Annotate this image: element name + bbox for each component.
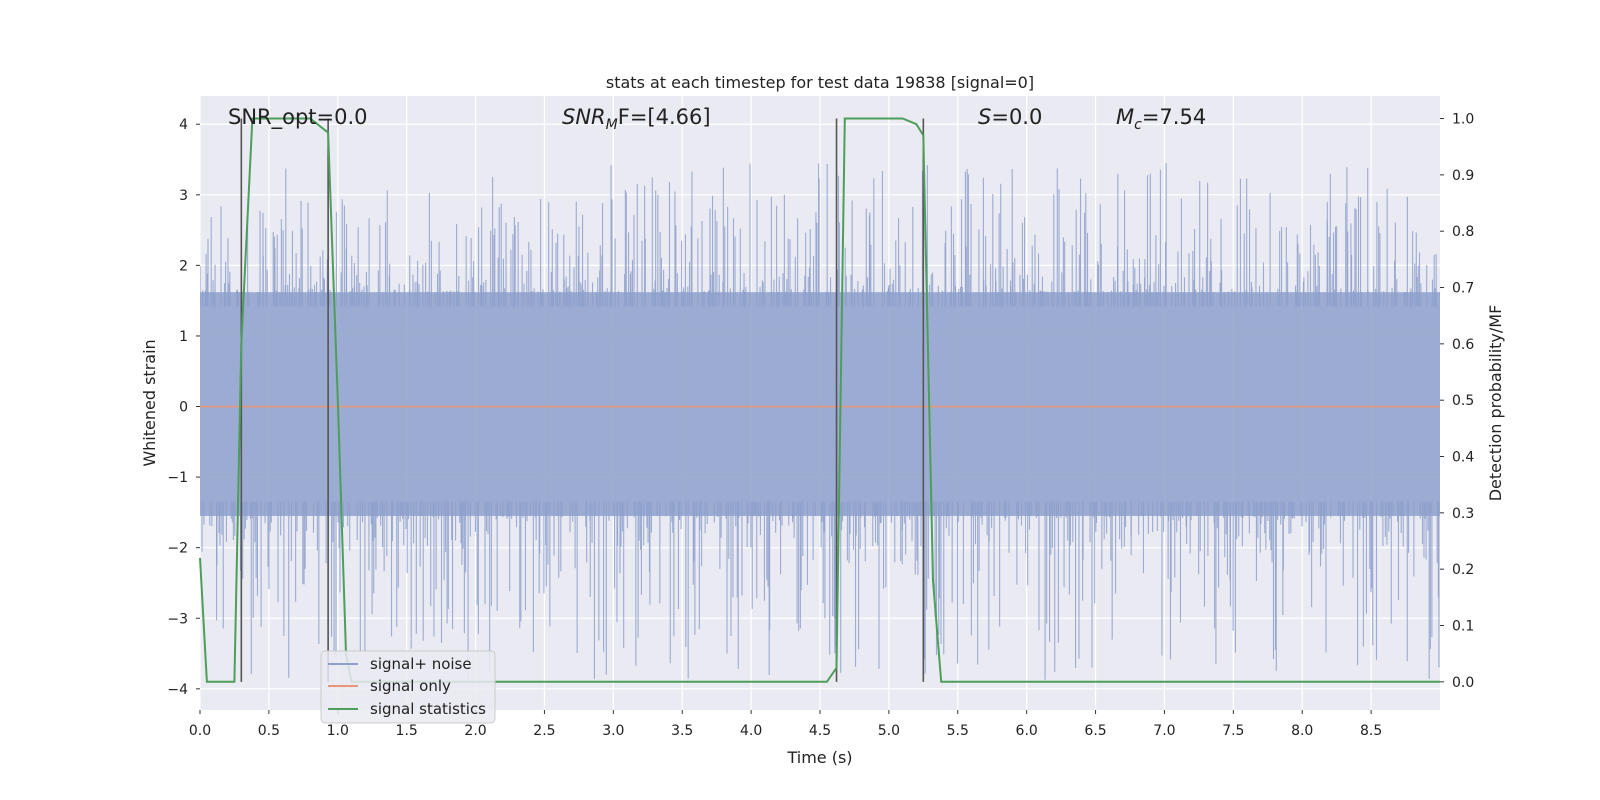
y-right-tick-label: 1.0 [1452, 112, 1474, 128]
annotation-mc-value: =7.54 [1142, 105, 1206, 129]
y-right-tick-label: 0.8 [1452, 224, 1474, 240]
y-right-tick-label: 0.0 [1452, 675, 1474, 691]
annotation-snr-mf-prefix: SNR [562, 105, 606, 129]
y-right-tick-label: 0.4 [1452, 450, 1474, 466]
x-axis-label: Time (s) [786, 748, 852, 767]
y-left-tick-label: 2 [179, 258, 188, 274]
annotation-mc: Mc=7.54 [1116, 105, 1206, 133]
signal-plus-noise-series [200, 163, 1440, 680]
x-tick-label: 2.5 [533, 723, 555, 739]
x-tick-label: 7.5 [1222, 723, 1244, 739]
vertical-markers [240, 118, 925, 682]
signal-plus-noise-spikes [200, 163, 1440, 680]
y-axis-right-label: Detection probability/MF [1486, 305, 1505, 502]
x-tick-label: 2.0 [464, 723, 486, 739]
y-axis-right-ticks: 1.0 0.9 0.8 0.7 0.6 0.5 0.4 0.3 0.2 0.1 0.0 [1440, 112, 1474, 691]
annotation-snr-mf: SNRMF=[4.66] [562, 105, 711, 133]
x-tick-label: 0.5 [258, 723, 280, 739]
y-right-tick-label: 0.1 [1452, 619, 1474, 635]
signal-plus-noise-dense-band [200, 292, 1440, 516]
y-left-tick-label: 4 [179, 117, 188, 133]
x-tick-label: 6.5 [1084, 723, 1106, 739]
x-tick-label: 4.0 [740, 723, 762, 739]
annotation-s-label: S [978, 105, 991, 129]
annotation-s: S=0.0 [978, 105, 1042, 129]
annotation-snr-mf-sub: M [606, 117, 618, 133]
x-tick-label: 3.5 [671, 723, 693, 739]
y-left-tick-label: 3 [179, 188, 188, 204]
x-tick-label: 8.5 [1360, 723, 1382, 739]
legend-label-signal-plus-noise: signal+ noise [370, 655, 472, 673]
annotation-s-value: =0.0 [991, 105, 1042, 129]
y-left-tick-label: 0 [179, 400, 188, 416]
chart-title: stats at each timestep for test data 198… [606, 73, 1034, 92]
x-tick-label: 7.0 [1153, 723, 1175, 739]
y-right-tick-label: 0.3 [1452, 506, 1474, 522]
annotation-snr-opt: SNR_opt=0.0 [228, 105, 368, 130]
x-tick-label: 1.0 [327, 723, 349, 739]
x-tick-label: 5.0 [878, 723, 900, 739]
x-tick-label: 3.0 [602, 723, 624, 739]
annotation-mc-label: M [1116, 105, 1134, 129]
y-right-tick-label: 0.2 [1452, 562, 1474, 578]
legend: signal+ noise signal only signal statist… [320, 650, 496, 724]
x-tick-label: 1.5 [396, 723, 418, 739]
legend-box [320, 650, 496, 724]
y-right-tick-label: 0.6 [1452, 337, 1474, 353]
x-axis-ticks: 0.0 0.5 1.0 1.5 2.0 2.5 3.0 3.5 4.0 4.5 5.0 5.5 6.0 6… [189, 710, 1382, 739]
y-axis-left-label: Whitened strain [140, 339, 159, 466]
y-left-tick-label: −2 [167, 541, 188, 557]
x-tick-label: 5.5 [947, 723, 969, 739]
y-right-tick-label: 0.7 [1452, 281, 1474, 297]
x-tick-label: 0.0 [189, 723, 211, 739]
signal-statistics-line [199, 117, 1440, 683]
y-left-tick-label: −1 [167, 470, 188, 486]
annotation-mc-sub: c [1134, 117, 1142, 133]
legend-label-signal-statistics: signal statistics [370, 700, 486, 718]
y-left-tick-label: −3 [167, 611, 188, 627]
legend-label-signal-only: signal only [370, 677, 451, 695]
x-tick-label: 6.0 [1016, 723, 1038, 739]
y-left-tick-label: 1 [179, 329, 188, 345]
annotation-snr-mf-suffix: F=[4.66] [618, 105, 711, 129]
y-right-tick-label: 0.9 [1452, 168, 1474, 184]
y-axis-left-ticks: 4 3 2 1 0 −1 −2 −3 −4 [167, 117, 200, 698]
x-tick-label: 4.5 [809, 723, 831, 739]
y-right-tick-label: 0.5 [1452, 393, 1474, 409]
x-tick-label: 8.0 [1291, 723, 1313, 739]
y-left-tick-label: −4 [167, 682, 188, 698]
